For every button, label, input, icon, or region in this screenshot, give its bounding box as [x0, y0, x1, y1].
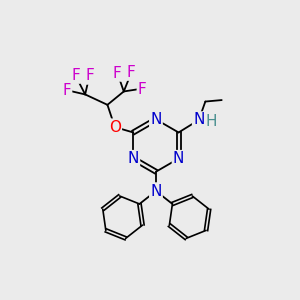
Text: N: N	[150, 112, 162, 127]
Text: F: F	[71, 68, 80, 82]
Text: N: N	[173, 151, 184, 166]
Text: N: N	[150, 184, 162, 199]
Text: F: F	[127, 64, 136, 80]
Text: O: O	[109, 120, 121, 135]
Text: F: F	[62, 83, 71, 98]
Text: F: F	[85, 68, 94, 83]
Text: N: N	[128, 151, 139, 166]
Text: H: H	[206, 114, 217, 129]
Text: F: F	[138, 82, 147, 97]
Text: N: N	[193, 112, 205, 128]
Text: F: F	[113, 65, 122, 80]
